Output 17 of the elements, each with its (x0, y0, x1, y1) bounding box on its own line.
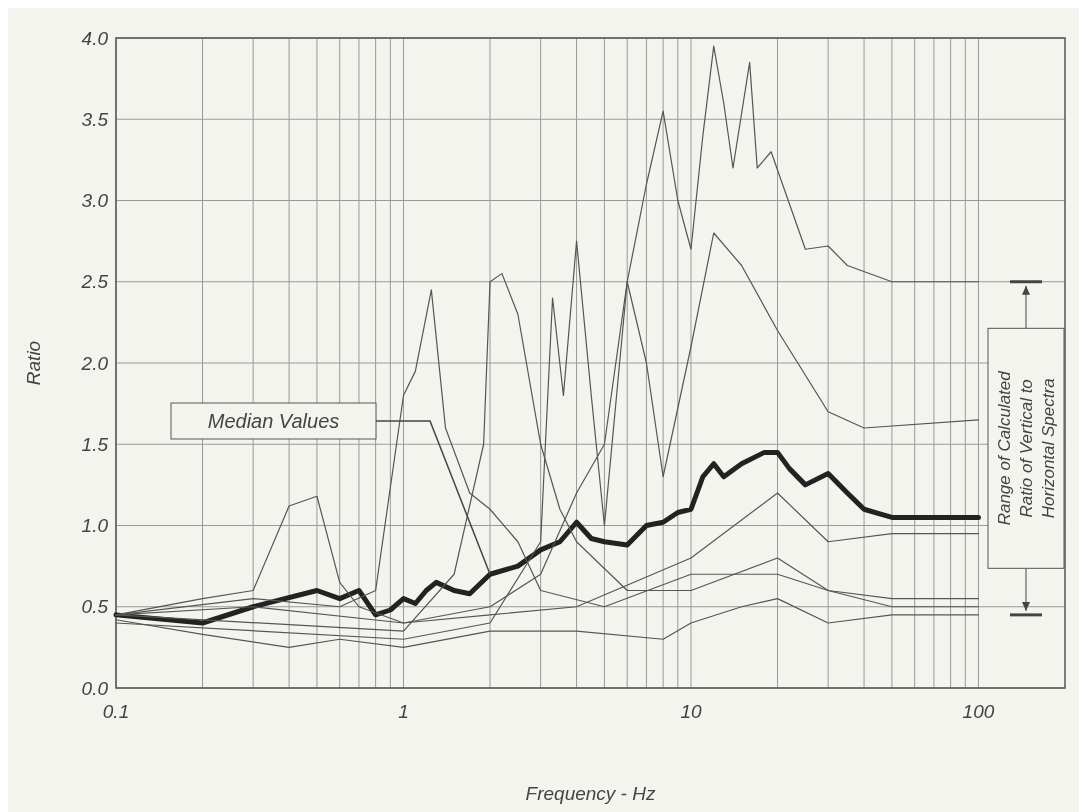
y-tick-label: 0.0 (81, 677, 109, 699)
x-tick-label: 0.1 (102, 701, 130, 722)
x-tick-label: 100 (962, 701, 995, 722)
y-tick-label: 1.0 (81, 515, 109, 537)
y-tick-label: 2.5 (80, 271, 109, 293)
x-tick-label: 1 (398, 701, 409, 722)
x-axis-title: Frequency - Hz (525, 783, 656, 804)
y-tick-label: 3.5 (81, 108, 109, 130)
y-tick-label: 3.0 (81, 190, 109, 212)
annotation: Range of Calculated Ratio of Vertical to Horizontal Spectra (995, 370, 1058, 526)
y-tick-label: 0.5 (81, 596, 109, 618)
x-tick-label: 10 (680, 701, 702, 722)
annotation: Median Values (207, 410, 340, 432)
y-tick-label: 2.0 (80, 352, 109, 374)
y-tick-label: 1.5 (81, 433, 109, 455)
y-axis-title: Ratio (23, 340, 44, 386)
y-tick-label: 4.0 (81, 27, 109, 49)
